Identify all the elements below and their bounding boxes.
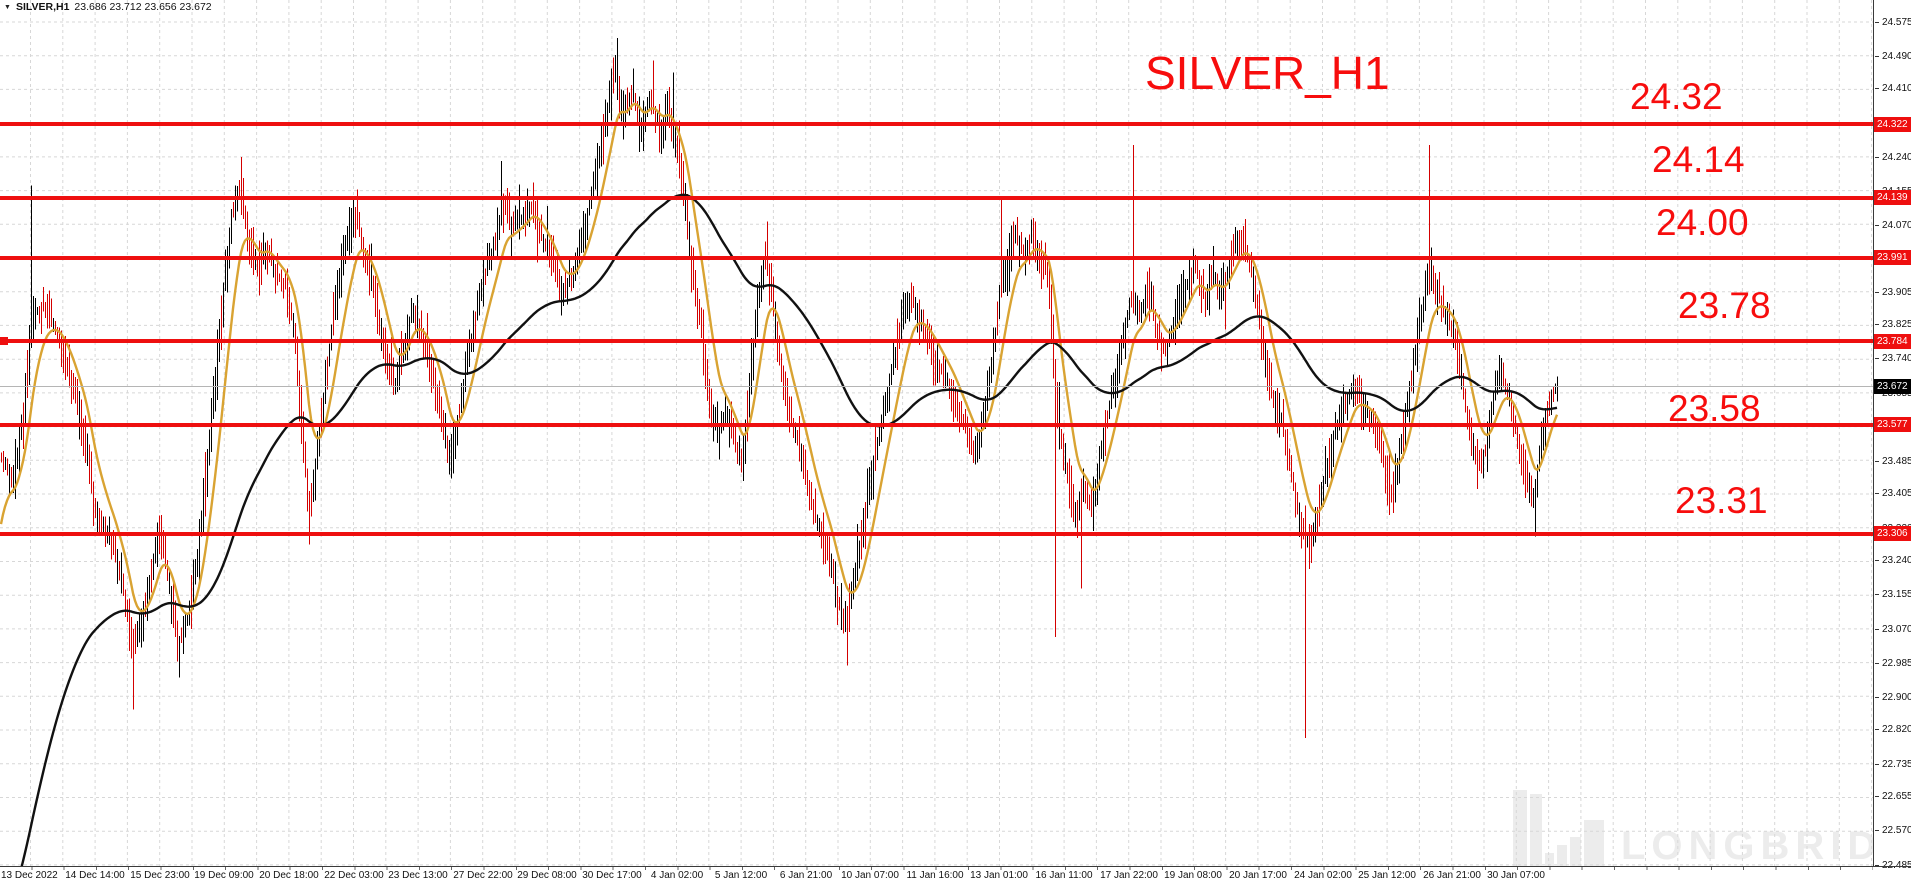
time-axis-label: 24 Jan 02:00 [1294,870,1352,881]
slow-ma-line[interactable] [1,193,1558,866]
logo-bar [1530,794,1542,866]
time-axis-label: 10 Jan 07:00 [841,870,899,881]
level-line-23.991[interactable] [0,256,1873,260]
logo-bar [1557,845,1567,866]
ohlc-values: 23.686 23.712 23.656 23.672 [74,1,212,13]
level-annotation-23.31: 23.31 [1675,480,1768,521]
time-axis-label: 6 Jan 21:00 [779,870,833,881]
time-axis-label: 19 Jan 08:00 [1164,870,1222,881]
price-axis-label: 22.655 [1875,790,1911,803]
price-axis-label: 22.985 [1875,657,1911,670]
level-price-tag: 23.991 [1874,250,1911,265]
level-annotation-24.14: 24.14 [1652,139,1745,180]
price-axis-label: 22.485 [1875,859,1911,872]
time-axis-label: 23 Dec 13:00 [388,870,448,881]
time-axis-label: 20 Dec 18:00 [259,870,319,881]
price-axis-label: 23.240 [1875,554,1911,567]
price-axis-label: 22.570 [1875,824,1911,837]
time-axis-label: 27 Dec 22:00 [453,870,513,881]
chart-title-bar[interactable]: ▼ SILVER,H1 23.686 23.712 23.656 23.672 [4,1,212,13]
price-axis-label: 23.155 [1875,588,1911,601]
level-line-23.306[interactable] [0,532,1873,536]
chart-title-annotation: SILVER_H1 [1145,47,1390,99]
price-axis-label: 24.575 [1875,16,1911,29]
current-price-tag: 23.672 [1874,379,1911,394]
level-annotation-24.00: 24.00 [1656,202,1749,243]
time-axis-label: 17 Jan 22:00 [1100,870,1158,881]
price-axis-label: 22.735 [1875,758,1911,771]
price-axis-label: 24.240 [1875,151,1911,164]
time-axis-label: 11 Jan 16:00 [906,870,964,881]
level-price-tag: 23.306 [1874,526,1911,541]
logo-bar [1545,853,1554,866]
price-axis-separator [1873,0,1874,866]
time-axis-label: 30 Dec 17:00 [582,870,642,881]
price-axis-label: 24.070 [1875,219,1911,232]
watermark-text: LONGBRIDGE [1621,824,1911,868]
time-axis-label: 13 Dec 2022 [1,870,58,881]
chevron-down-icon[interactable]: ▼ [4,3,11,11]
price-axis-label: 23.740 [1875,352,1911,365]
time-axis-label: 4 Jan 02:00 [650,870,704,881]
level-line-24.322[interactable] [0,122,1873,126]
time-axis-label: 13 Jan 01:00 [970,870,1028,881]
symbol-period-label: SILVER,H1 [15,1,70,13]
level-line-24.139[interactable] [0,196,1873,200]
current-price-line [0,386,1873,387]
level-annotation-23.78: 23.78 [1678,285,1771,326]
time-axis[interactable]: 13 Dec 2022 14 Dec 14:00 15 Dec 23:00 19 De… [0,868,1911,891]
level-annotation-24.32: 24.32 [1630,76,1723,117]
price-axis-label: 24.410 [1875,82,1911,95]
time-axis-label: 20 Jan 17:00 [1229,870,1287,881]
price-axis-label: 22.900 [1875,691,1911,704]
level-line-handle[interactable] [0,337,8,345]
time-axis-label: 26 Jan 21:00 [1423,870,1481,881]
time-axis-label: 16 Jan 11:00 [1035,870,1093,881]
time-axis-label: 19 Dec 09:00 [194,870,254,881]
level-line-23.577[interactable] [0,423,1873,427]
time-axis-label: 30 Jan 07:00 [1487,870,1545,881]
time-axis-separator [0,866,1911,867]
time-axis-label: 29 Dec 08:00 [517,870,577,881]
time-axis-ticks [0,867,1873,870]
level-price-tag: 24.139 [1874,190,1911,205]
price-axis-label: 23.070 [1875,623,1911,636]
level-price-tag: 23.577 [1874,417,1911,432]
time-axis-label: 22 Dec 03:00 [324,870,384,881]
time-axis-label: 25 Jan 12:00 [1358,870,1416,881]
fast-ma-line[interactable] [0,102,1559,616]
level-price-tag: 23.784 [1874,334,1911,349]
price-axis-label: 23.405 [1875,487,1911,500]
chart-plot-area[interactable] [0,0,1873,866]
level-line-23.784[interactable] [0,339,1873,343]
time-axis-label: 5 Jan 12:00 [714,870,768,881]
price-axis-label: 24.490 [1875,50,1911,63]
grid-lines [0,0,1873,866]
price-axis-label: 23.825 [1875,318,1911,331]
time-axis-label: 14 Dec 14:00 [65,870,125,881]
price-axis-label: 22.820 [1875,723,1911,736]
price-axis-label: 23.485 [1875,455,1911,468]
time-axis-label: 15 Dec 23:00 [130,870,190,881]
level-price-tag: 24.322 [1874,117,1911,132]
level-annotation-23.58: 23.58 [1668,388,1761,429]
logo-bar [1570,837,1581,866]
price-axis-label: 23.905 [1875,286,1911,299]
bear-candles [0,57,1555,738]
